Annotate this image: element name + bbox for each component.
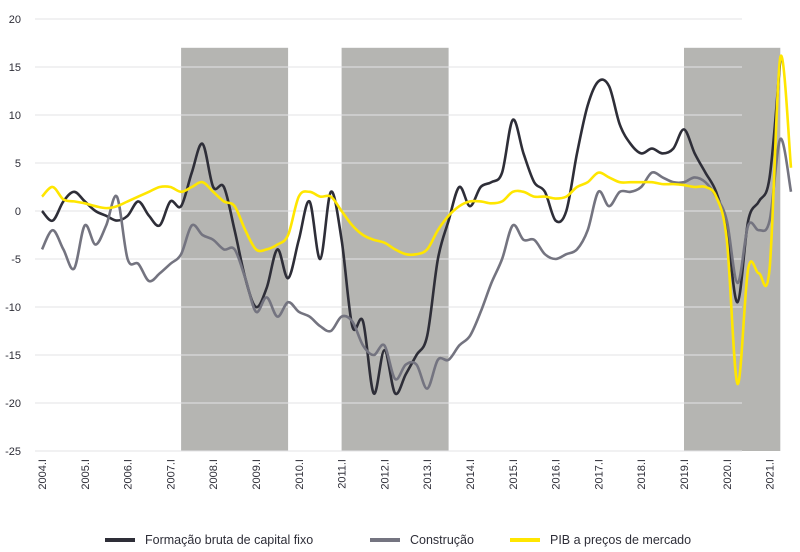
x-tick-label: 2021.I [765, 459, 777, 490]
x-tick-label: 2017.I [593, 459, 605, 490]
x-tick-label: 2016.I [551, 459, 563, 490]
x-tick-label: 2011.I [337, 459, 349, 489]
y-tick-label: -15 [5, 350, 21, 362]
y-tick-label: -20 [5, 398, 21, 410]
series-line [41, 54, 793, 386]
x-tick-label: 2018.I [636, 459, 648, 490]
x-tick-label: 2015.I [508, 459, 520, 490]
x-tick-label: 2004.I [37, 459, 49, 490]
x-tick-label: 2008.I [208, 459, 220, 490]
x-tick-label: 2012.I [379, 459, 391, 490]
y-tick-label: 20 [9, 14, 21, 26]
y-tick-label: -5 [11, 254, 21, 266]
x-tick-label: 2006.I [123, 459, 135, 490]
legend-item: Formação bruta de capital fixo [105, 533, 313, 547]
legend-label: Formação bruta de capital fixo [145, 533, 313, 547]
series-line [40, 137, 793, 390]
y-tick-label: -25 [5, 446, 21, 458]
legend-item: PIB a preços de mercado [510, 533, 691, 547]
legend-label: PIB a preços de mercado [550, 533, 691, 547]
x-tick-label: 2013.I [422, 459, 434, 490]
x-tick-label: 2019.I [679, 459, 691, 490]
x-tick-label: 2014.I [465, 459, 477, 490]
x-tick-label: 2009.I [251, 459, 263, 490]
legend-label: Construção [410, 533, 474, 547]
legend-item: Construção [370, 533, 474, 547]
y-tick-label: 5 [15, 158, 21, 170]
y-tick-label: -10 [5, 302, 21, 314]
y-tick-label: 0 [15, 206, 21, 218]
x-tick-label: 2020.I [722, 459, 734, 490]
y-tick-label: 15 [9, 62, 21, 74]
x-tick-label: 2010.I [294, 459, 306, 490]
x-tick-label: 2005.I [80, 459, 92, 490]
x-tick-label: 2007.I [165, 459, 177, 490]
y-tick-label: 10 [9, 110, 21, 122]
